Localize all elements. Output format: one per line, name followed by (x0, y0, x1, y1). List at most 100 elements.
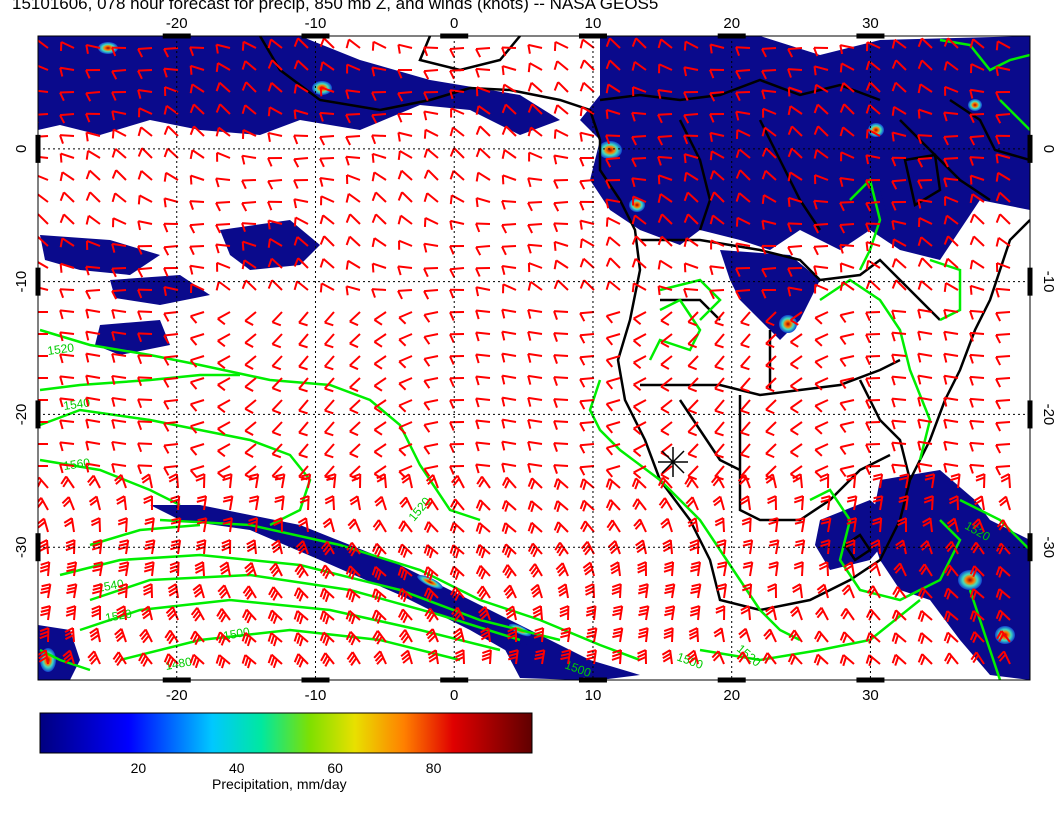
wind-barb (217, 377, 231, 392)
wind-barb (189, 333, 205, 346)
wind-barb (579, 179, 595, 190)
wind-barb (687, 443, 699, 459)
wind-barb (59, 375, 75, 386)
wind-barb (969, 88, 985, 99)
wind-barb (38, 421, 49, 431)
wind-barb (793, 495, 805, 511)
wind-barb (553, 376, 569, 386)
wind-barb (144, 517, 155, 533)
wind-barb (449, 465, 465, 475)
wind-barb (839, 421, 855, 433)
wind-barb (111, 192, 127, 203)
wind-barb (346, 63, 361, 74)
wind-barb (865, 421, 881, 432)
wind-barb (872, 473, 884, 489)
wind-barb (59, 171, 75, 182)
wind-barb (839, 243, 855, 254)
wind-barb (163, 125, 179, 137)
wind-barb (579, 421, 595, 432)
wind-barb (324, 443, 335, 459)
wind-barb (898, 473, 910, 489)
wind-barb (373, 399, 387, 414)
wind-barb (38, 465, 49, 475)
wind-barb (872, 495, 884, 511)
wind-barb (371, 262, 387, 273)
wind-barb (345, 38, 361, 49)
wind-barb (274, 495, 285, 511)
wind-barb (787, 245, 803, 256)
wind-barb (371, 171, 387, 182)
wind-barb (839, 355, 855, 367)
wind-barb (579, 399, 595, 410)
wind-barb (85, 308, 101, 319)
wind-barb (196, 495, 208, 511)
wind-barb (298, 311, 309, 327)
wind-barb (293, 83, 309, 94)
wind-barb (241, 129, 257, 139)
wind-barb (244, 465, 257, 480)
wind-barb (765, 311, 777, 327)
lon-tick-label: -20 (166, 15, 188, 32)
wind-barb (117, 517, 128, 533)
wind-barb (683, 262, 699, 273)
wind-barb (814, 311, 829, 325)
wind-barb (137, 47, 153, 58)
wind-barb (865, 128, 881, 139)
wind-barb (449, 219, 465, 230)
wind-barb (740, 355, 751, 371)
wind-barb (111, 418, 127, 429)
wind-barb (969, 441, 985, 452)
wind-barb (712, 495, 725, 511)
wind-barb (631, 235, 647, 247)
wind-barb (423, 587, 439, 602)
wind-barb (813, 83, 829, 94)
wind-barb (215, 43, 231, 54)
wind-barb (865, 81, 881, 93)
wind-barb (891, 179, 907, 190)
wind-barb (502, 283, 517, 294)
wind-barb (657, 135, 673, 146)
wind-barb (714, 399, 725, 415)
wind-barb (969, 309, 985, 320)
wind-barb (423, 566, 439, 581)
wind-barb (846, 517, 858, 533)
wind-barb (735, 216, 751, 227)
wind-barb (475, 286, 491, 297)
wind-barb (787, 171, 803, 182)
wind-barb (814, 377, 829, 391)
wind-barb (505, 605, 517, 621)
wind-barb (376, 473, 387, 489)
wind-barb (192, 583, 205, 599)
wind-barb (768, 561, 779, 577)
wind-barb (248, 495, 260, 511)
wind-barb (709, 43, 725, 54)
wind-barb (371, 191, 387, 203)
wind-barb (683, 134, 699, 145)
wind-barb (533, 627, 545, 643)
wind-barb (85, 265, 101, 276)
wind-barb (969, 235, 985, 247)
wind-barb (111, 462, 127, 473)
wind-barb (891, 81, 907, 93)
wind-barb (140, 605, 153, 621)
wind-barb (579, 38, 595, 49)
lat-tick-label: 0 (13, 145, 30, 153)
wind-barb (553, 259, 569, 270)
wind-barb (118, 539, 130, 555)
lat-tick-label: -20 (13, 404, 30, 426)
wind-barb (163, 47, 179, 58)
wind-barb (371, 237, 387, 248)
wind-barb (611, 583, 622, 599)
wind-barb (917, 257, 933, 269)
lon-tick-label: 30 (862, 687, 879, 704)
wind-barb (995, 171, 1011, 182)
wind-barb (971, 518, 985, 533)
wind-barb (475, 441, 491, 452)
wind-barb (267, 131, 283, 142)
wind-barb (241, 279, 257, 291)
wind-barb (423, 311, 439, 323)
wind-barb (553, 464, 569, 474)
wind-barb (423, 242, 439, 253)
wind-barb (735, 110, 751, 121)
wind-barb (841, 584, 855, 599)
